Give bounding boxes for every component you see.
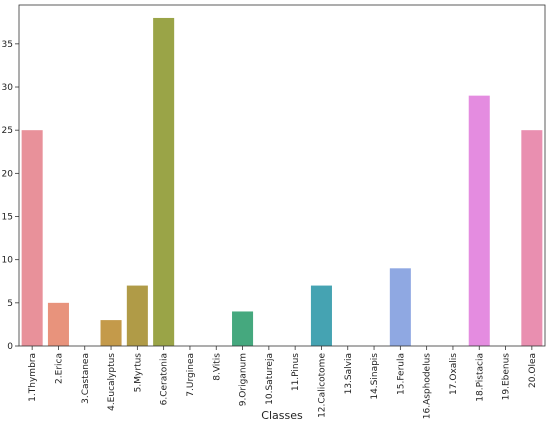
y-tick-label: 15 [2,213,13,223]
y-tick-label: 30 [2,83,14,93]
x-tick-label: 14.Sinapis [370,353,380,400]
x-tick-label: 13.Salvia [344,353,354,394]
x-tick-label: 18.Pistacia [475,353,485,402]
y-tick-label: 0 [7,342,13,352]
x-axis: 1.Thymbra 2.Erica 3.Castanea 4.Eucalyptus 5.… [28,346,538,419]
x-tick-label: 10.Satureja [265,353,275,405]
x-tick-label: 17.Oxalis [449,353,459,395]
x-tick-label: 2.Erica [54,353,64,384]
x-tick-label: 20.Olea [528,353,538,388]
x-tick-label: 8.Vitis [212,353,222,381]
x-tick-label: 11.Pinus [291,353,301,391]
y-tick-label: 10 [2,256,14,266]
y-tick-label: 20 [2,169,14,179]
x-tick-label: 16.Asphodelus [423,353,433,420]
bar-ferula [389,268,411,346]
x-tick-label: 15.Ferula [396,353,406,395]
plot-frame [18,4,546,347]
y-tick-label: 35 [2,40,13,50]
x-tick-label: 3.Castanea [81,353,91,404]
bar-myrtus [126,285,148,346]
y-axis: 0 5 10 15 20 25 30 35 [2,40,19,352]
x-tick-label: 9.Origanum [239,353,249,406]
bars [21,17,543,346]
x-tick-label: 12.Calicotome [317,353,327,418]
x-tick-label: 1.Thymbra [28,353,38,402]
x-tick-label: 19.Ebenus [502,353,512,401]
x-tick-label: 5.Myrtus [133,353,143,393]
y-tick-label: 25 [2,126,13,136]
bar-thymbra [21,130,43,346]
bar-origanum [232,311,254,346]
bar-ceratonia [153,17,175,346]
bar-eucalyptus [100,320,122,346]
x-tick-label: 4.Eucalyptus [107,353,117,411]
bar-pistacia [468,95,490,346]
x-tick-label: 6.Ceratonia [160,353,170,405]
x-axis-title: Classes [261,409,303,422]
x-tick-label: 7.Urginea [186,353,196,397]
bar-olea [521,130,543,346]
bar-erica [47,302,69,346]
y-tick-label: 5 [7,299,13,309]
bar-calicotome [310,285,332,346]
